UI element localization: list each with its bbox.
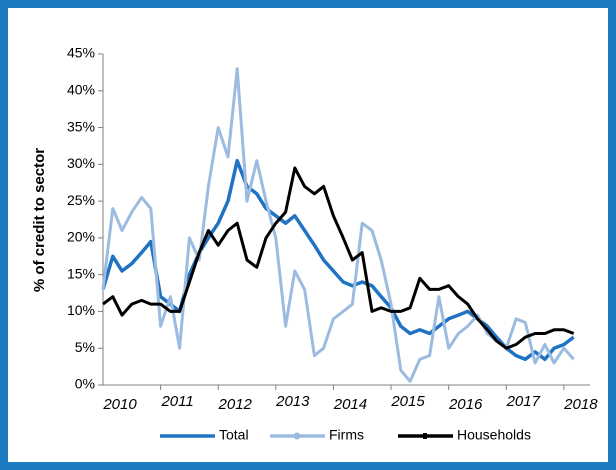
y-tick-label: 15%	[67, 265, 95, 281]
x-tick-label: 2012	[218, 396, 253, 413]
y-tick-label: 0%	[75, 376, 95, 392]
legend-label: Firms	[329, 427, 364, 443]
series-line	[102, 166, 575, 350]
y-tick-label: 35%	[67, 118, 95, 134]
y-tick-label: 5%	[75, 339, 95, 355]
x-tick-label: 2011	[160, 393, 193, 410]
y-tick-label: 45%	[67, 45, 95, 61]
x-tick-label: 2014	[333, 396, 367, 413]
x-tick-label: 2013	[275, 393, 310, 410]
series-line	[101, 158, 575, 362]
x-tick-label: 2017	[506, 393, 541, 410]
legend-marker	[293, 432, 301, 440]
legend-label: Households	[457, 427, 531, 443]
x-tick-label: 2016	[448, 396, 483, 413]
chart: % of credit to sector 0% 5% 10% 15% 20% 25% 30…	[31, 45, 598, 443]
legend-marker	[423, 433, 427, 439]
y-tick-label: 30%	[67, 155, 95, 171]
y-tick-label: 20%	[67, 229, 95, 245]
legend-label: Total	[219, 427, 249, 443]
x-tick-label: 2010	[102, 396, 137, 413]
y-tick-label: 25%	[67, 192, 95, 208]
y-tick-label: 40%	[67, 81, 95, 97]
y-tick-label: 10%	[67, 302, 95, 318]
x-tick-label: 2015	[390, 393, 425, 410]
y-axis-label: % of credit to sector	[31, 148, 48, 292]
x-tick-label: 2018	[563, 396, 598, 413]
